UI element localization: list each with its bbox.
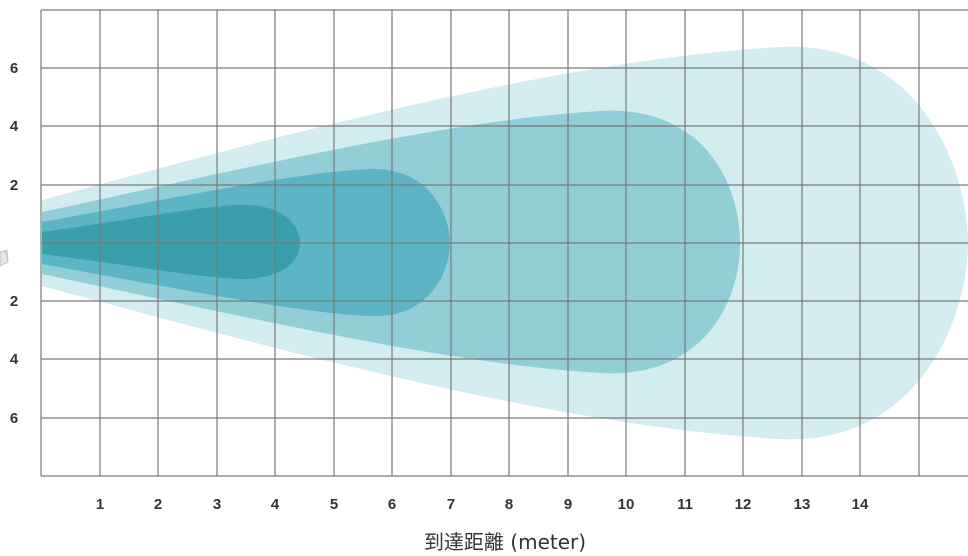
x-tick-label: 6 <box>388 496 396 513</box>
x-tick-label: 3 <box>213 496 221 513</box>
y-axis-ticks: 6 4 2 2 4 6 <box>10 60 19 427</box>
y-tick-label: 6 <box>10 410 18 427</box>
zone-small <box>42 204 300 279</box>
x-tick-label: 11 <box>677 496 693 513</box>
x-tick-label: 2 <box>154 496 162 513</box>
y-tick-label: 4 <box>10 118 19 135</box>
y-tick-label: 6 <box>10 60 18 77</box>
x-tick-label: 1 <box>96 496 104 513</box>
x-axis-label: 到達距離 (meter) <box>424 530 586 554</box>
y-tick-label: 4 <box>10 351 19 368</box>
x-tick-label: 9 <box>564 496 572 513</box>
x-tick-label: 5 <box>330 496 338 513</box>
x-tick-label: 12 <box>735 496 752 513</box>
x-axis-ticks: 1 2 3 4 5 6 7 8 9 10 11 12 13 14 <box>96 496 869 513</box>
x-tick-label: 7 <box>447 496 455 513</box>
x-tick-label: 10 <box>618 496 635 513</box>
x-tick-label: 8 <box>505 496 513 513</box>
x-tick-label: 14 <box>852 496 869 513</box>
grid <box>40 9 968 477</box>
y-tick-label: 2 <box>10 293 18 310</box>
x-tick-label: 4 <box>271 496 280 513</box>
x-tick-label: 13 <box>794 496 811 513</box>
sensor-device-icon <box>0 249 9 267</box>
y-tick-label: 2 <box>10 177 18 194</box>
